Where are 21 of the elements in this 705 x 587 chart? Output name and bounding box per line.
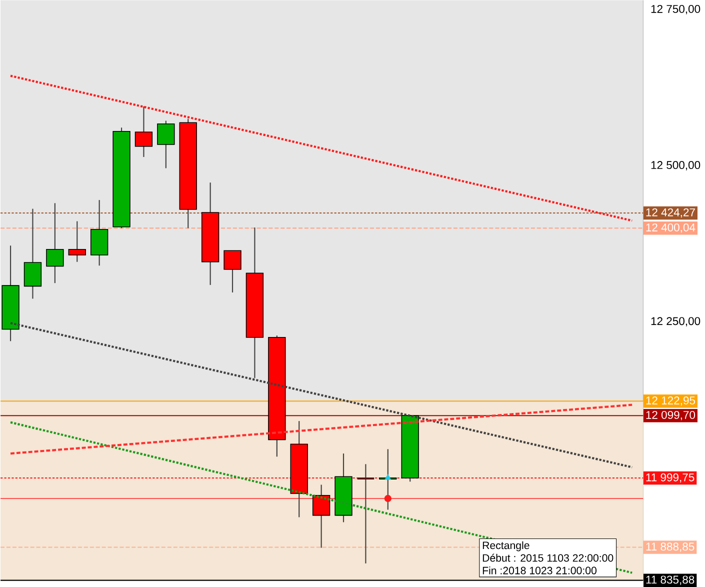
candlestick <box>356 464 376 564</box>
candlestick <box>224 250 242 293</box>
ref-line-label: 11 999,75 <box>646 473 694 483</box>
ref-line-label: 12 424,27 <box>646 208 695 218</box>
annotation: Fin :2018 1023 21:00:00 <box>482 566 597 574</box>
candlestick <box>68 220 86 262</box>
ref-line-label: 11 888,85 <box>646 542 694 552</box>
ref-line-label: 12 122,95 <box>646 396 696 406</box>
candlestick <box>24 208 42 300</box>
y-tick-label: 12 500,00 <box>651 161 700 170</box>
y-tick-label: 12 750,00 <box>651 4 700 14</box>
candlestick <box>312 484 330 548</box>
candlestick <box>134 106 153 158</box>
y-tick-label: 12 250,00 <box>651 317 700 326</box>
ref-line-label: 11 835,88 <box>646 576 694 585</box>
ref-line-label: 12 400,04 <box>646 223 696 233</box>
ref-line-label: 12 099,70 <box>646 410 696 420</box>
annotation: Rectangle <box>482 541 530 552</box>
candlestick <box>157 120 175 169</box>
annotation: Début : 2015 1103 22:00:00 <box>482 554 614 562</box>
candlestick <box>46 202 64 284</box>
